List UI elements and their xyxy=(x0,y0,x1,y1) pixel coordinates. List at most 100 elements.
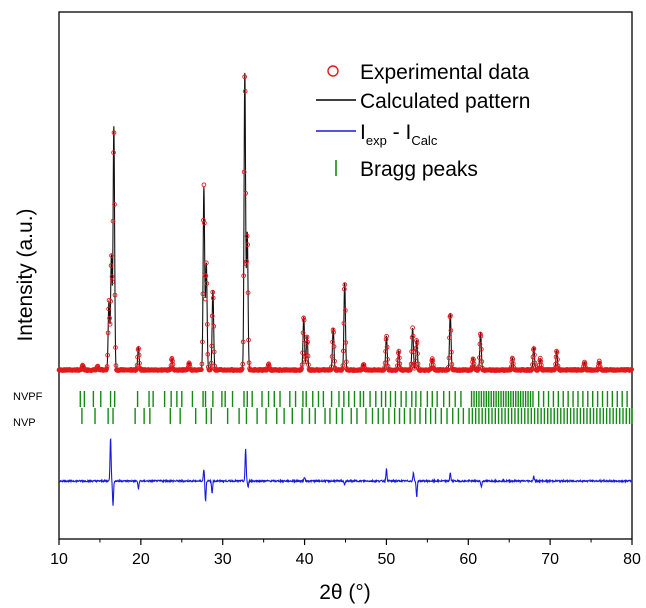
legend-experimental-marker xyxy=(327,65,339,77)
experimental-point xyxy=(201,217,206,223)
experimental-point xyxy=(446,355,452,361)
x-axis-ticks: 10 20 30 40 50 60 70 80 xyxy=(50,539,641,568)
experimental-point xyxy=(538,362,544,368)
experimental-point xyxy=(385,357,390,362)
experimental-point xyxy=(510,356,516,362)
experimental-point xyxy=(414,338,419,343)
experimental-point xyxy=(239,366,245,372)
experimental-point xyxy=(211,349,217,355)
experimental-point xyxy=(341,320,347,326)
experimental-point xyxy=(384,344,390,350)
experimental-point xyxy=(331,344,337,349)
experimental-point xyxy=(410,325,415,331)
experimental-point xyxy=(414,340,420,346)
experimental-point xyxy=(209,343,215,349)
difference-curve xyxy=(58,437,633,506)
experimental-point xyxy=(243,261,249,267)
experimental-point xyxy=(203,296,208,302)
legend-bragg-label: Bragg peaks xyxy=(360,158,478,181)
phase-label-nvp: NVP xyxy=(13,417,36,429)
experimental-point xyxy=(205,351,211,357)
experimental-point xyxy=(329,354,335,359)
experimental-point xyxy=(413,345,419,351)
experimental-point xyxy=(104,366,109,372)
experimental-point xyxy=(397,355,402,361)
experimental-point xyxy=(396,348,402,354)
experimental-point xyxy=(341,348,346,354)
experimental-point xyxy=(199,361,205,367)
difference-curve-layer xyxy=(58,437,633,506)
experimental-point xyxy=(112,202,117,207)
experimental-point xyxy=(330,327,336,333)
experimental-point xyxy=(303,359,308,364)
experimental-point xyxy=(342,308,348,313)
x-tick-label: 60 xyxy=(459,551,477,568)
experimental-point xyxy=(242,74,247,80)
experimental-point xyxy=(555,357,560,362)
experimental-point xyxy=(105,330,111,336)
experimental-point xyxy=(342,282,348,287)
experimental-point xyxy=(136,352,142,358)
experimental-point xyxy=(111,130,117,136)
experimental-point xyxy=(449,349,454,355)
experimental-point xyxy=(537,355,543,361)
experimental-point xyxy=(415,351,420,356)
bragg-peaks-layer xyxy=(79,391,633,424)
experimental-point xyxy=(246,337,251,343)
experimental-point xyxy=(531,346,537,351)
experimental-point xyxy=(328,367,334,372)
experimental-points-layer xyxy=(56,74,635,373)
experimental-point xyxy=(447,335,452,341)
legend-calculated-label: Calculated pattern xyxy=(360,90,530,113)
experimental-point xyxy=(330,339,335,345)
experimental-point xyxy=(411,349,416,355)
experimental-point xyxy=(108,298,113,304)
x-tick-label: 30 xyxy=(214,551,232,568)
experimental-point xyxy=(408,361,414,367)
experimental-point xyxy=(113,363,119,368)
experimental-point xyxy=(410,333,416,339)
experimental-point xyxy=(304,334,310,340)
experimental-point xyxy=(477,355,482,360)
experimental-point xyxy=(342,286,347,292)
experimental-point xyxy=(113,345,118,350)
experimental-point xyxy=(107,321,113,327)
experimental-point xyxy=(479,359,485,364)
x-tick-label: 10 xyxy=(50,551,68,568)
experimental-point xyxy=(382,360,388,366)
experimental-point xyxy=(305,339,310,345)
experimental-point xyxy=(209,313,215,319)
experimental-point xyxy=(429,356,435,361)
experimental-point xyxy=(413,358,418,364)
experimental-point xyxy=(107,315,112,321)
experimental-point xyxy=(208,360,214,366)
legend-diff-sub1: exp xyxy=(366,133,387,148)
calculated-pattern-line xyxy=(59,72,632,371)
experimental-point xyxy=(241,169,247,175)
experimental-point xyxy=(532,360,538,366)
experimental-point xyxy=(245,242,250,248)
experimental-point xyxy=(383,336,389,342)
experimental-point xyxy=(448,313,453,318)
x-tick-label: 40 xyxy=(296,551,314,568)
experimental-point xyxy=(110,279,115,285)
experimental-point xyxy=(478,333,484,339)
experimental-point xyxy=(169,355,175,361)
experimental-point xyxy=(415,361,421,367)
experimental-point xyxy=(242,88,248,94)
experimental-point xyxy=(629,367,635,372)
experimental-point xyxy=(300,350,305,356)
experimental-point xyxy=(445,367,451,373)
experimental-point xyxy=(449,361,455,367)
experimental-point xyxy=(299,362,305,368)
experimental-point xyxy=(137,360,142,366)
legend-diff-i1: I xyxy=(360,121,366,144)
experimental-point xyxy=(554,350,560,355)
experimental-point xyxy=(537,358,543,363)
experimental-point xyxy=(446,364,451,370)
experimental-point xyxy=(208,366,214,372)
experimental-point xyxy=(105,352,110,358)
experimental-point xyxy=(430,358,436,363)
experimental-point xyxy=(305,353,311,359)
legend-difference-label: Iexp - ICalc xyxy=(360,121,438,148)
